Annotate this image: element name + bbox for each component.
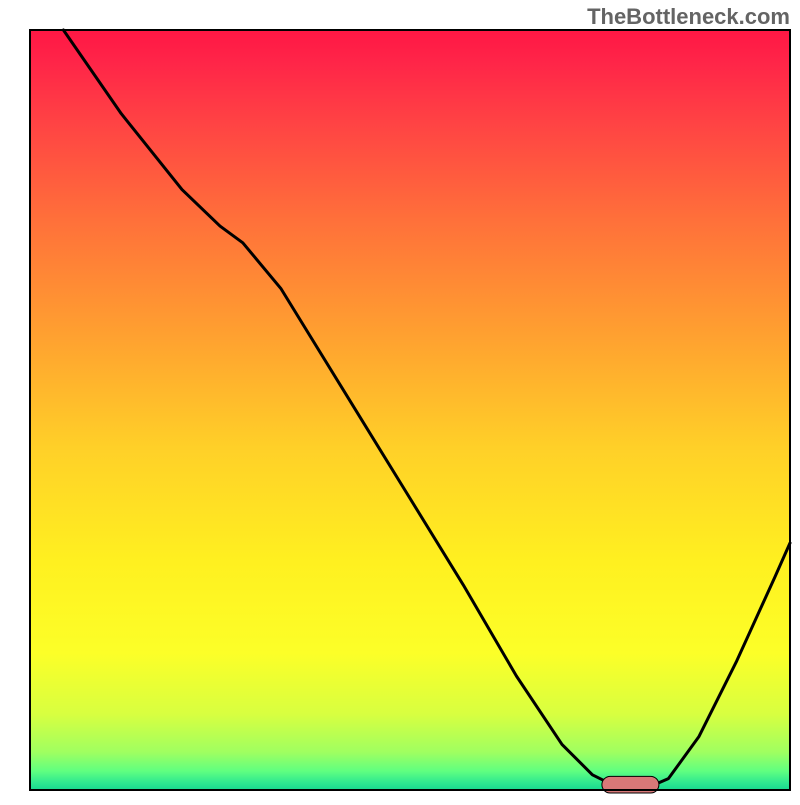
chart-plot-area — [30, 30, 790, 793]
bottleneck-chart — [0, 0, 800, 800]
chart-container: TheBottleneck.com — [0, 0, 800, 800]
attribution-text: TheBottleneck.com — [587, 4, 790, 30]
